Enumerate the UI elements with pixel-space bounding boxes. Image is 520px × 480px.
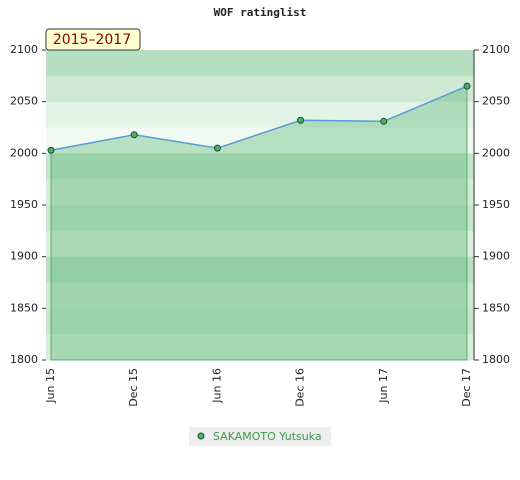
band bbox=[46, 282, 474, 309]
band bbox=[46, 205, 474, 232]
x-tick-label: Jun 17 bbox=[377, 368, 390, 404]
y-tick-label: 1900 bbox=[10, 250, 38, 263]
y2-tick-label: 1900 bbox=[482, 250, 510, 263]
y-tick-label: 2100 bbox=[10, 43, 38, 56]
point bbox=[47, 146, 55, 154]
band bbox=[46, 308, 474, 335]
y-tick-label: 2050 bbox=[10, 95, 38, 108]
band bbox=[46, 230, 474, 258]
y-tick-label: 2000 bbox=[10, 146, 38, 159]
point bbox=[463, 82, 471, 90]
point bbox=[213, 144, 221, 152]
y2-tick-label: 2100 bbox=[482, 43, 510, 56]
band bbox=[46, 334, 474, 361]
y2-tick-label: 2050 bbox=[482, 95, 510, 108]
band bbox=[46, 75, 474, 103]
legend-label: SAKAMOTO Yutsuka bbox=[213, 430, 322, 443]
x-tick-label: Dec 17 bbox=[460, 368, 473, 407]
y-tick-label: 1950 bbox=[10, 198, 38, 211]
point bbox=[297, 116, 305, 124]
x-tick-label: Dec 15 bbox=[127, 368, 140, 407]
background-bands bbox=[46, 50, 474, 361]
band bbox=[46, 179, 474, 206]
legend-marker bbox=[197, 432, 205, 440]
y2-tick-label: 1800 bbox=[482, 353, 510, 366]
x-tick-label: Jun 16 bbox=[210, 368, 223, 404]
band bbox=[46, 127, 474, 154]
band bbox=[46, 101, 474, 128]
y2-tick-label: 2000 bbox=[482, 146, 510, 159]
y-tick-label: 1850 bbox=[10, 301, 38, 314]
badge-box bbox=[45, 28, 141, 51]
point bbox=[130, 131, 138, 139]
y2-tick-label: 1850 bbox=[482, 301, 510, 314]
chart-title: WOF ratinglist bbox=[214, 6, 307, 19]
band bbox=[46, 153, 474, 180]
badge: 2015–2017 bbox=[53, 32, 131, 48]
y-tick-label: 1800 bbox=[10, 353, 38, 366]
point bbox=[380, 117, 388, 125]
band bbox=[46, 256, 474, 283]
x-tick-label: Dec 16 bbox=[294, 368, 307, 407]
y2-tick-label: 1950 bbox=[482, 198, 510, 211]
x-tick-label: Jun 15 bbox=[44, 368, 57, 404]
band bbox=[46, 50, 474, 77]
legend-box bbox=[189, 427, 331, 446]
line bbox=[50, 85, 468, 151]
